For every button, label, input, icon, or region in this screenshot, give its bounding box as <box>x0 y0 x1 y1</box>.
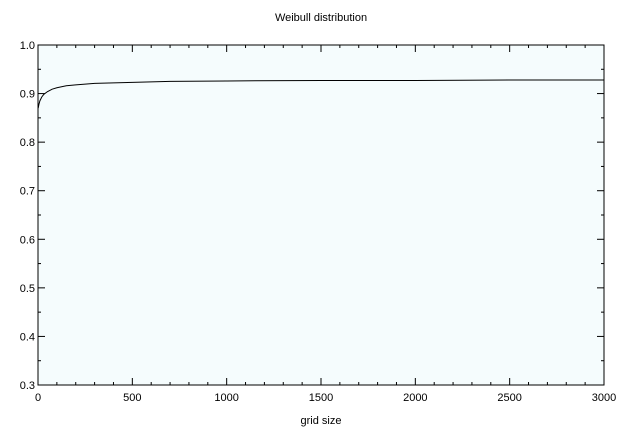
x-tick-label: 1000 <box>214 392 238 404</box>
chart-title: Weibull distribution <box>275 12 367 24</box>
y-tick-label: 0.6 <box>20 234 35 246</box>
x-axis-title: grid size <box>301 415 342 427</box>
plot-area <box>38 45 604 385</box>
y-tick-labels: 0.3 0.4 0.5 0.6 0.7 0.8 0.9 1.0 <box>20 40 35 392</box>
y-tick-label: 0.7 <box>20 186 35 198</box>
y-tick-label: 1.0 <box>20 40 35 52</box>
y-tick-label: 0.4 <box>20 331 35 343</box>
series-line <box>37 79 604 109</box>
plot-frame <box>37 44 605 386</box>
x-tick-label: 2500 <box>497 392 521 404</box>
x-tick-label: 2000 <box>403 392 427 404</box>
y-tick-label: 0.8 <box>20 137 35 149</box>
x-tick-label: 0 <box>35 392 41 404</box>
x-tick-label: 3000 <box>592 392 616 404</box>
y-tick-label: 0.3 <box>20 380 35 392</box>
x-tick-labels: 0 500 1000 1500 2000 2500 3000 <box>35 392 616 404</box>
x-tick-label: 500 <box>123 392 141 404</box>
y-tick-label: 0.9 <box>20 89 35 101</box>
x-tick-label: 1500 <box>309 392 333 404</box>
y-tick-label: 0.5 <box>20 283 35 295</box>
